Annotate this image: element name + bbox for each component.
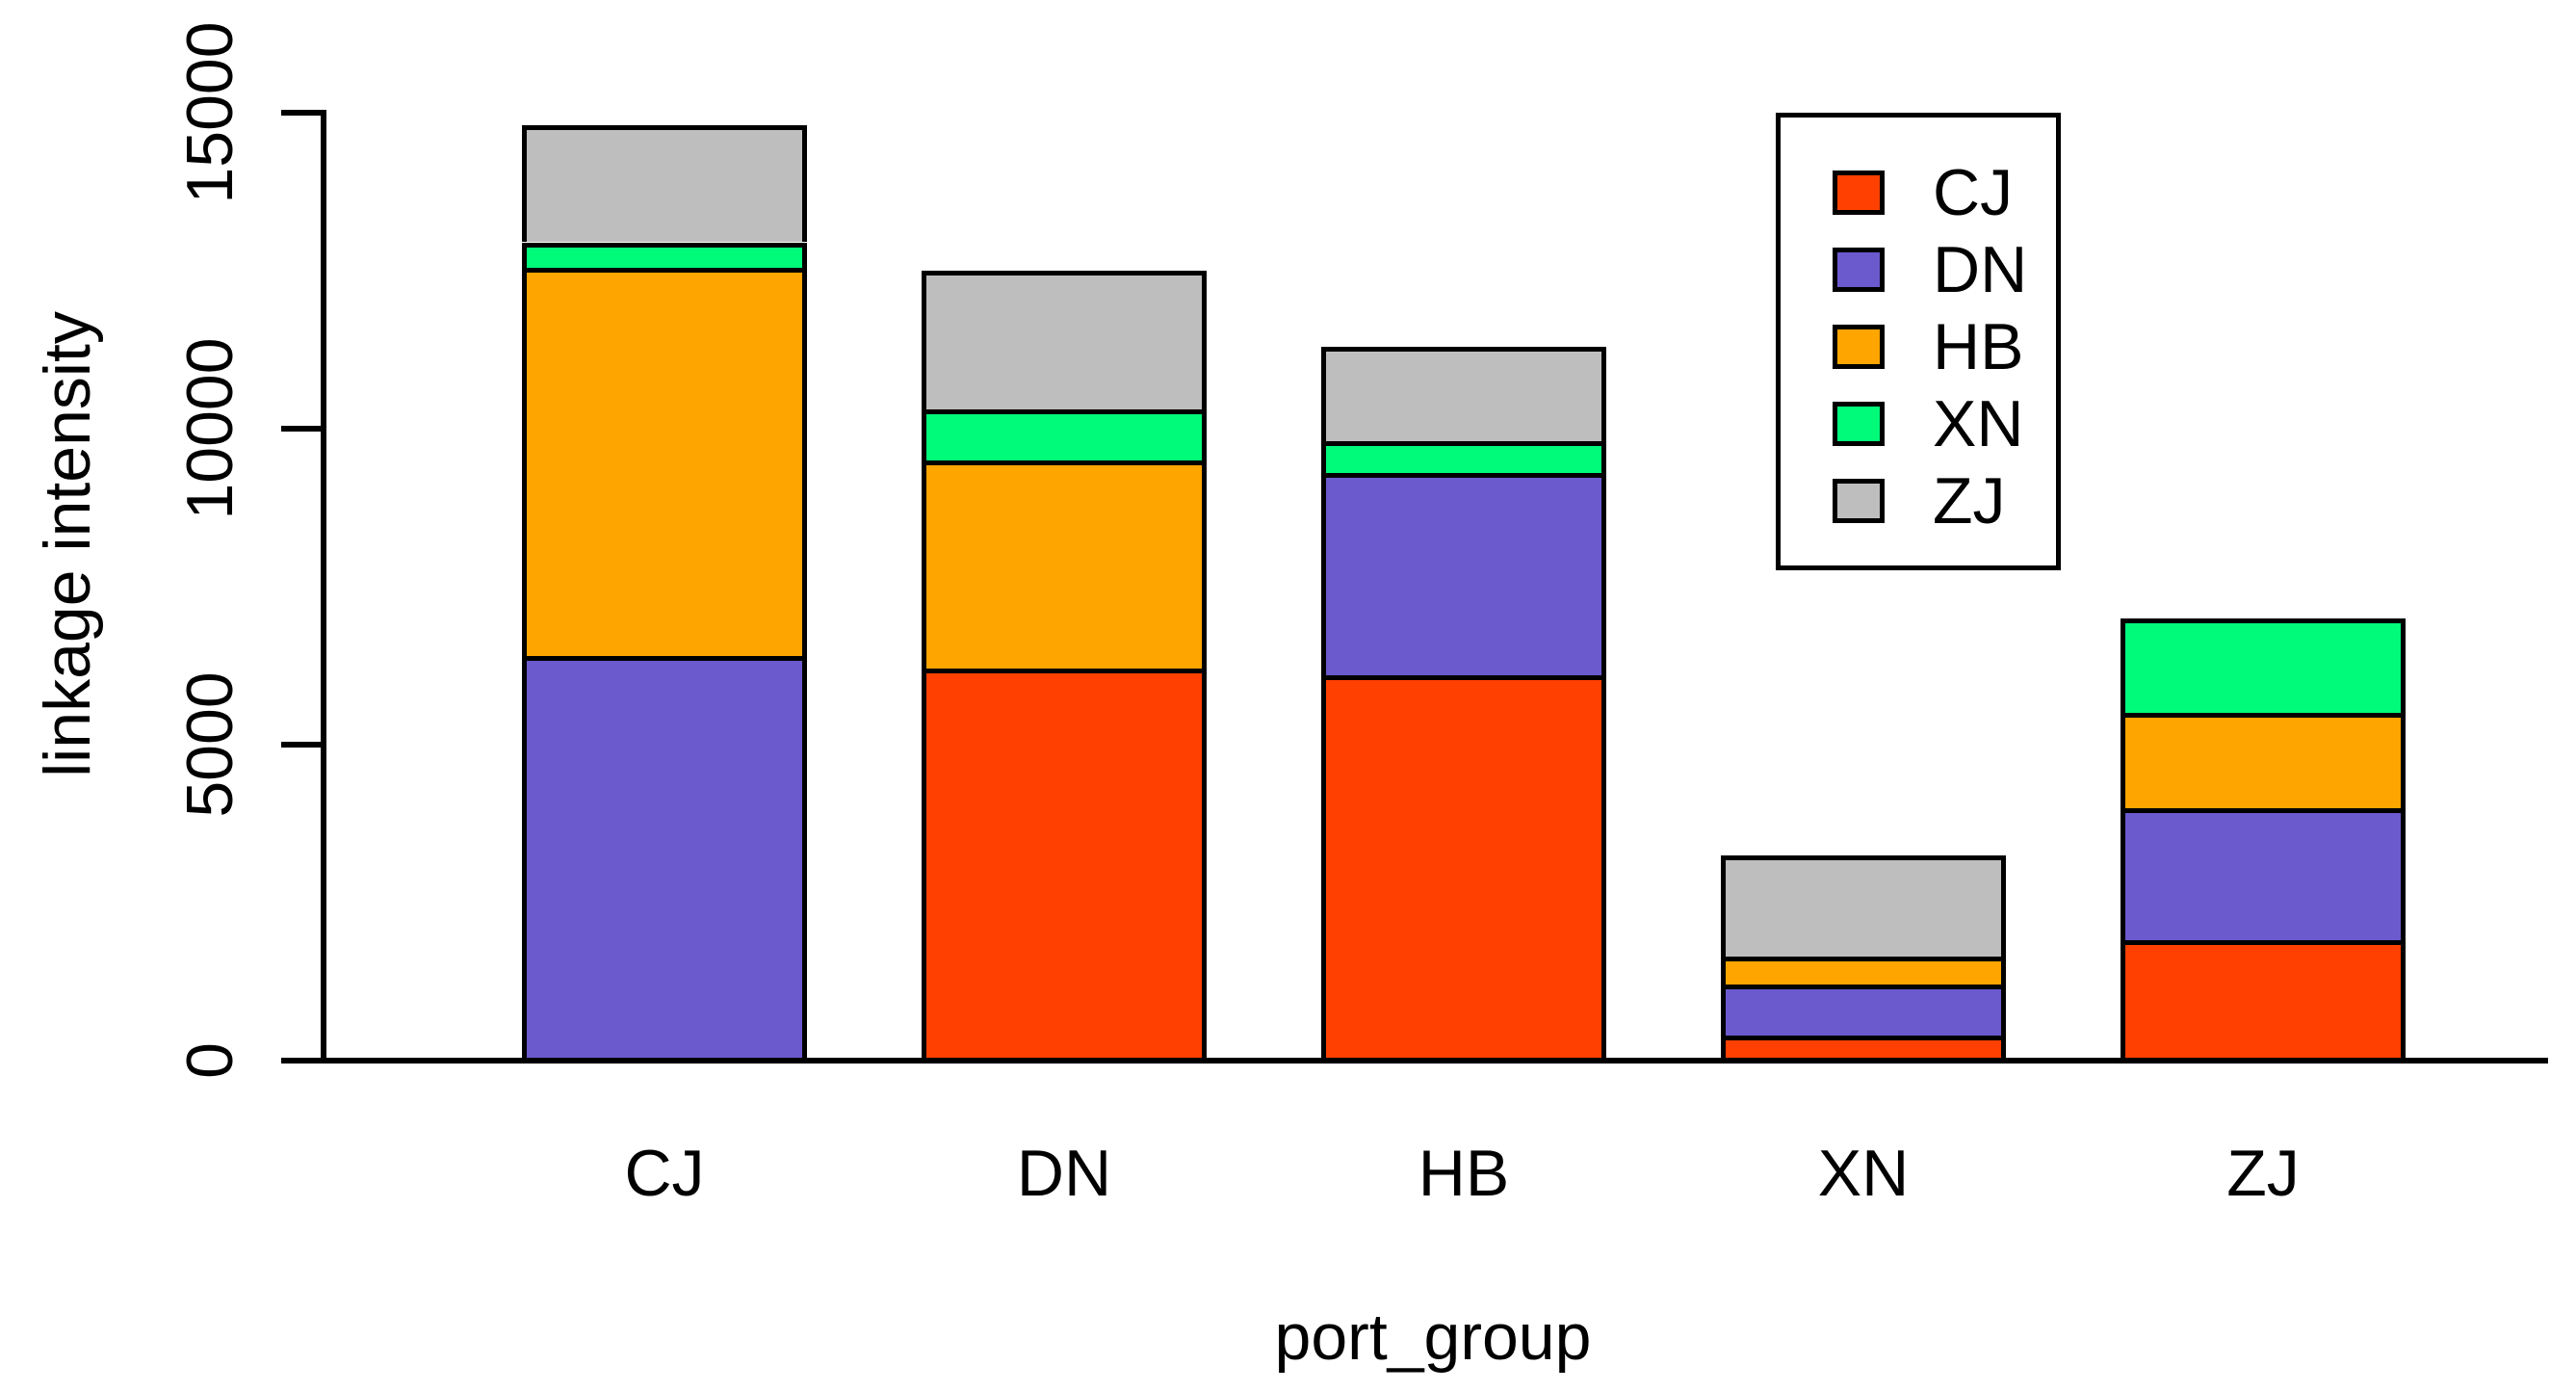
legend-swatch-ZJ [1833,479,1885,523]
bar-segment-DN-CJ [922,669,1207,1061]
bar-segment-HB-DN [1321,472,1606,675]
x-axis-title: port_group [1274,1300,1592,1374]
y-axis-title: linkage intensity [31,311,104,777]
bar-segment-DN-HB [922,460,1207,670]
y-axis-line [321,110,326,1064]
y-axis-tick [281,1058,324,1064]
x-axis-category-label-CJ: CJ [624,1137,705,1210]
bar-segment-XN-DN [1721,985,2006,1036]
legend-label-ZJ: ZJ [1933,464,2006,538]
bar-segment-CJ-ZJ [522,125,807,243]
legend-swatch-HB [1833,325,1885,369]
x-axis-category-label-XN: XN [1817,1137,1910,1210]
bar-segment-HB-CJ [1321,674,1606,1061]
bar-segment-CJ-HB [522,267,807,657]
bar-segment-HB-XN [1321,441,1606,473]
legend-label-CJ: CJ [1933,156,2014,229]
bar-segment-DN-XN [922,409,1207,460]
legend-label-HB: HB [1933,310,2024,383]
bar-segment-XN-HB [1721,956,2006,985]
y-axis-tick-label: 0 [173,1042,247,1079]
y-axis-tick-label: 10000 [173,337,247,520]
bar-segment-ZJ-CJ [2121,940,2406,1061]
bar-segment-XN-CJ [1721,1035,2006,1061]
y-axis-tick [281,110,324,116]
bar-segment-ZJ-HB [2121,713,2406,808]
bar-segment-ZJ-XN [2121,617,2406,714]
x-axis-category-label-ZJ: ZJ [2226,1137,2300,1210]
y-axis-tick [281,742,324,748]
bar-segment-CJ-XN [522,242,807,268]
legend-swatch-CJ [1833,171,1885,215]
bar-segment-CJ-DN [522,656,807,1061]
plot-area [324,113,2548,1061]
legend: CJ DN HB XN ZJ [1776,113,2061,570]
legend-label-XN: XN [1933,387,2024,460]
y-axis-tick-label: 15000 [173,21,247,204]
legend-label-DN: DN [1933,233,2028,306]
y-axis-tick [281,426,324,432]
bar-segment-DN-ZJ [922,271,1207,410]
legend-swatch-XN [1833,402,1885,446]
x-axis-category-label-HB: HB [1418,1137,1510,1210]
bar-segment-ZJ-DN [2121,807,2406,941]
y-axis-tick-label: 5000 [173,671,247,818]
bar-segment-HB-ZJ [1321,346,1606,442]
bar-segment-XN-ZJ [1721,854,2006,957]
x-axis-line [281,1058,2548,1064]
x-axis-category-label-DN: DN [1016,1137,1112,1210]
legend-swatch-DN [1833,248,1885,292]
